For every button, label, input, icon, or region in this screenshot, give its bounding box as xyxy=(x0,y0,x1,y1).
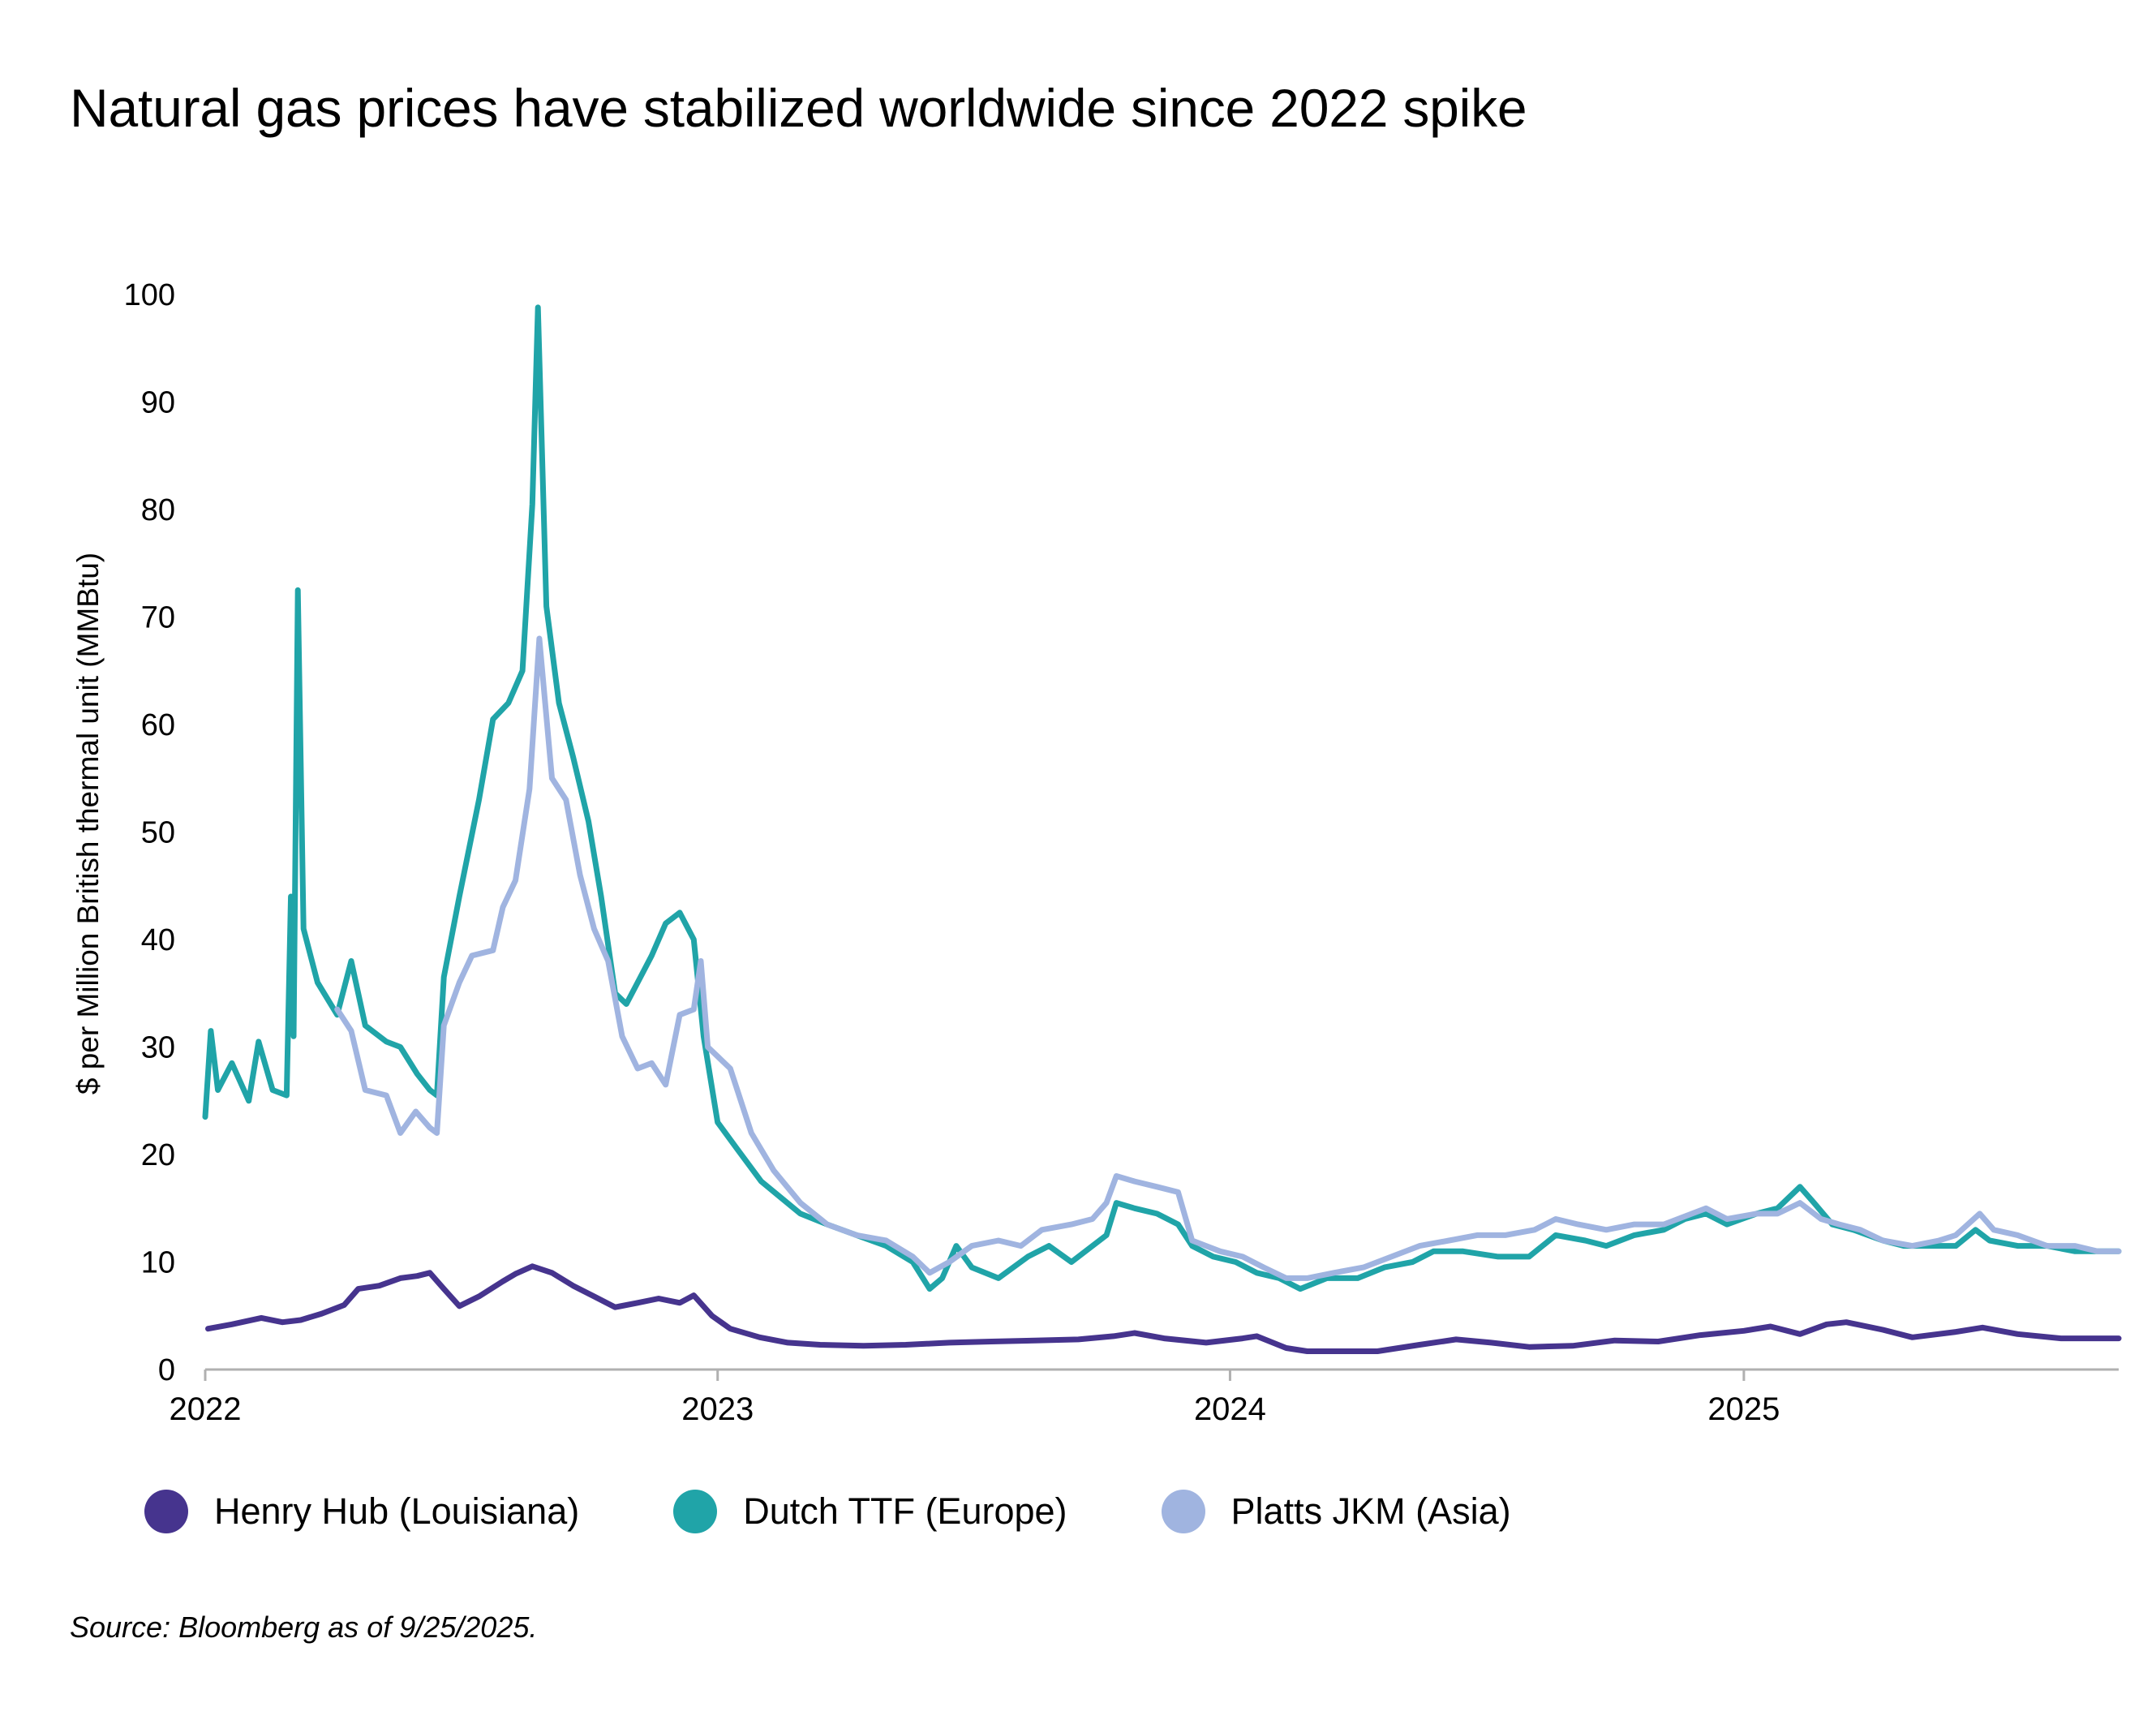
y-axis-label: $ per Million British thermal unit (MMBt… xyxy=(71,553,105,1094)
x-tick-label: 2022 xyxy=(170,1391,242,1427)
legend-label-platts-jkm: Platts JKM (Asia) xyxy=(1230,1490,1511,1532)
y-tick-label: 60 xyxy=(141,708,175,742)
y-axis-label-group: $ per Million British thermal unit (MMBt… xyxy=(71,553,105,1094)
legend-item-henry-hub: Henry Hub (Louisiana) xyxy=(144,1490,579,1533)
y-tick-label: 90 xyxy=(141,386,175,420)
chart-title: Natural gas prices have stabilized world… xyxy=(70,78,1527,138)
y-tick-label: 80 xyxy=(141,493,175,527)
legend-swatch-henry-hub xyxy=(144,1490,188,1533)
series-line-henry-hub xyxy=(205,1263,2122,1354)
x-tick-label: 2023 xyxy=(681,1391,754,1427)
legend-label-henry-hub: Henry Hub (Louisiana) xyxy=(214,1490,580,1532)
source-note: Source: Bloomberg as of 9/25/2025. xyxy=(70,1610,538,1644)
legend-swatch-platts-jkm xyxy=(1161,1490,1205,1533)
y-tick-label: 30 xyxy=(141,1031,175,1065)
x-axis: 2022 2023 2024 2025 xyxy=(170,1368,2119,1427)
legend-label-dutch-ttf: Dutch TTF (Europe) xyxy=(743,1490,1067,1532)
y-tick-label: 10 xyxy=(141,1246,175,1280)
series-line-platts-jkm xyxy=(334,635,2122,1281)
series-lines xyxy=(202,304,2122,1354)
y-tick-label: 100 xyxy=(124,278,175,312)
y-tick-label: 0 xyxy=(158,1353,175,1387)
x-tick-label: 2024 xyxy=(1194,1391,1266,1427)
y-tick-label: 50 xyxy=(141,816,175,850)
y-tick-label: 20 xyxy=(141,1138,175,1172)
x-tick-label: 2025 xyxy=(1707,1391,1780,1427)
y-tick-label: 70 xyxy=(141,601,175,635)
legend-item-platts-jkm: Platts JKM (Asia) xyxy=(1161,1490,1511,1533)
y-axis-ticks: 0 10 20 30 40 50 60 70 80 90 100 xyxy=(124,278,175,1387)
series-line-dutch-ttf xyxy=(202,304,2122,1292)
chart-legend: Henry Hub (Louisiana) Dutch TTF (Europe)… xyxy=(144,1490,1605,1533)
legend-item-dutch-ttf: Dutch TTF (Europe) xyxy=(673,1490,1067,1533)
legend-swatch-dutch-ttf xyxy=(673,1490,718,1533)
y-tick-label: 40 xyxy=(141,923,175,957)
